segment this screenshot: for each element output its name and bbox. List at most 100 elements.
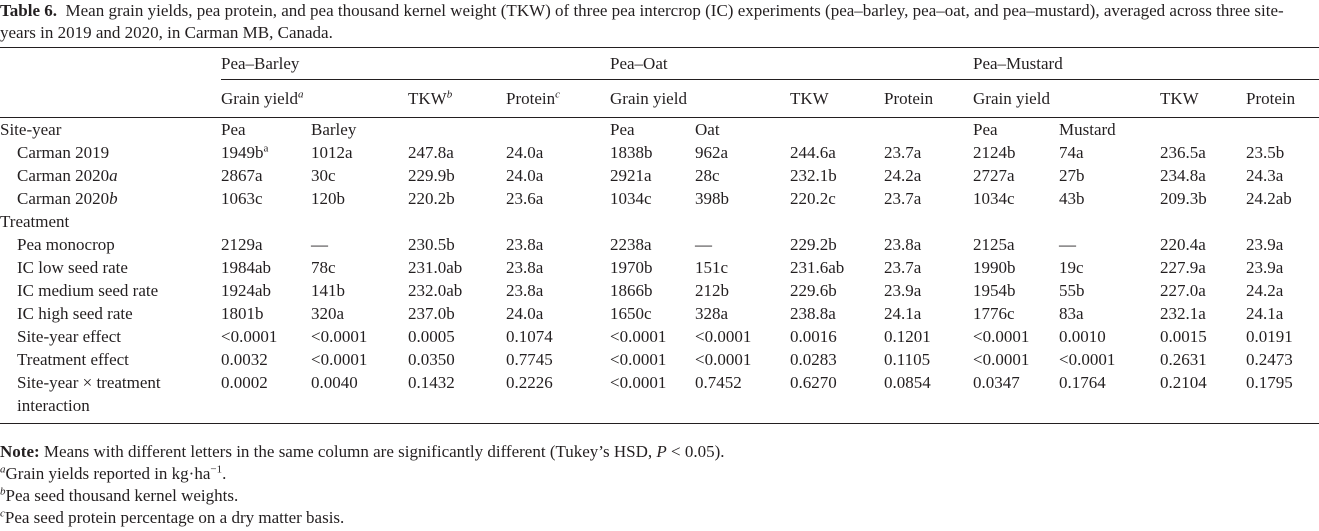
table-cell: 151c [695, 258, 729, 277]
row-label: Carman 2019 [17, 143, 110, 162]
group-pea-mustard: Pea–Mustard [973, 48, 1319, 80]
row-label: Site-year × treatment interaction [17, 373, 161, 415]
table-cell: 1970b [610, 258, 653, 277]
table-cell: 2238a [610, 235, 652, 254]
table-cell: 212b [695, 281, 729, 300]
table-cell: 23.8a [506, 258, 544, 277]
table-cell: 231.6ab [790, 258, 845, 277]
section-label: Treatment [0, 212, 70, 231]
row-label: Pea monocrop [17, 235, 115, 254]
table-cell: 0.7745 [506, 350, 553, 369]
table-cell: 0.1764 [1059, 373, 1106, 392]
table-row: Treatment effect 0.0032 <0.0001 0.0350 0.774… [0, 348, 1319, 371]
table-cell: 24.0a [506, 166, 544, 185]
table-cell: 23.8a [884, 235, 922, 254]
footnote-c: cPea seed protein percentage on a dry ma… [0, 507, 345, 527]
table-cell: 0.2104 [1160, 373, 1207, 392]
table-cell: 24.0a [506, 143, 544, 162]
table-cell: 24.2ab [1246, 189, 1292, 208]
data-table: Pea–Barley Pea–Oat Pea–Mustard Grain yie… [0, 47, 1319, 424]
table-cell: 24.2a [884, 166, 922, 185]
table-cell: 23.7a [884, 258, 922, 277]
table-cell: 2125a [973, 235, 1015, 254]
footnote-b: bPea seed thousand kernel weights. [0, 485, 239, 505]
table-cell: — [1059, 235, 1076, 254]
section-row-treatment: Treatment [0, 210, 1319, 233]
table-cell: 229.6b [790, 281, 837, 300]
table-cell: <0.0001 [610, 327, 667, 346]
table-cell: 27b [1059, 166, 1085, 185]
header-protein: Protein [884, 79, 973, 118]
table-cell: 1838b [610, 143, 653, 162]
table-cell: 19c [1059, 258, 1084, 277]
table-cell: 238.8a [790, 304, 836, 323]
table-cell: 227.9a [1160, 258, 1206, 277]
table-label: Table 6. [0, 1, 58, 20]
table-cell: 232.0ab [408, 281, 463, 300]
table-cell: 0.1074 [506, 327, 553, 346]
table-cell: 0.0283 [790, 350, 837, 369]
table-cell: 2867a [221, 166, 263, 185]
table-cell: 0.0002 [221, 373, 268, 392]
header-tkw: TKW [790, 79, 884, 118]
table-cell: 24.3a [1246, 166, 1284, 185]
section-row-site-year: Site-year Pea Barley Pea Oat Pea Mustard [0, 118, 1319, 142]
header-grain-yield: Grain yielda [221, 79, 408, 118]
table-cell: 1954b [973, 281, 1016, 300]
table-cell: 141b [311, 281, 345, 300]
table-cell: 1776c [973, 304, 1015, 323]
table-cell: 23.7a [884, 143, 922, 162]
crop-label: Pea [221, 120, 246, 139]
table-cell: <0.0001 [610, 373, 667, 392]
table-cell: 209.3b [1160, 189, 1207, 208]
table-cell: 1984ab [221, 258, 272, 277]
table-row: Carman 2020b 1063c 120b 220.2b 23.6a 1034c 398… [0, 187, 1319, 210]
table-cell: 55b [1059, 281, 1085, 300]
table-cell: 0.0010 [1059, 327, 1106, 346]
table-cell: 23.9a [1246, 258, 1284, 277]
table-cell: 23.9a [1246, 235, 1284, 254]
table-cell: 220.2c [790, 189, 836, 208]
table-cell: 0.0040 [311, 373, 358, 392]
table-cell: 83a [1059, 304, 1084, 323]
table-cell: 23.8a [506, 281, 544, 300]
row-label: IC medium seed rate [17, 281, 159, 300]
table-cell: 244.6a [790, 143, 836, 162]
table-cell: — [311, 235, 328, 254]
table-cell: <0.0001 [973, 350, 1030, 369]
header-tkw: TKWb [408, 79, 506, 118]
group-header-row: Pea–Barley Pea–Oat Pea–Mustard [0, 48, 1319, 80]
table-cell: 230.5b [408, 235, 455, 254]
row-label: Site-year effect [17, 327, 121, 346]
row-label: IC high seed rate [17, 304, 133, 323]
table-cell: 0.1795 [1246, 373, 1293, 392]
table-cell: 24.1a [884, 304, 922, 323]
table-row: Pea monocrop 2129a — 230.5b 23.8a 2238a — 229.2… [0, 233, 1319, 256]
table-cell: 0.0015 [1160, 327, 1207, 346]
table-row: IC medium seed rate 1924ab 141b 232.0ab 23.8… [0, 279, 1319, 302]
table-cell: 0.0016 [790, 327, 837, 346]
table-cell: 0.1201 [884, 327, 931, 346]
table-cell: <0.0001 [1059, 350, 1116, 369]
table-cell: 236.5a [1160, 143, 1206, 162]
table-cell: 2129a [221, 235, 263, 254]
table-cell: 24.2a [1246, 281, 1284, 300]
table-cell: 237.0b [408, 304, 455, 323]
table-cell: 30c [311, 166, 336, 185]
table-cell: 220.2b [408, 189, 455, 208]
table-cell: 23.9a [884, 281, 922, 300]
table-cell: 232.1b [790, 166, 837, 185]
table-cell: 220.4a [1160, 235, 1206, 254]
row-label: IC low seed rate [17, 258, 128, 277]
table-cell: 0.7452 [695, 373, 742, 392]
table-cell: 23.5b [1246, 143, 1285, 162]
group-pea-barley: Pea–Barley [221, 48, 610, 80]
table-cell: <0.0001 [610, 350, 667, 369]
table-cell: 2124b [973, 143, 1016, 162]
table-row: Carman 2019 1949ba 1012a 247.8a 24.0a 1838b 96… [0, 141, 1319, 164]
row-label: Carman 2020b [17, 189, 118, 208]
table-cell: 2727a [973, 166, 1015, 185]
table-cell: 1063c [221, 189, 263, 208]
table-cell: 1801b [221, 304, 264, 323]
table-cell: 0.0854 [884, 373, 931, 392]
